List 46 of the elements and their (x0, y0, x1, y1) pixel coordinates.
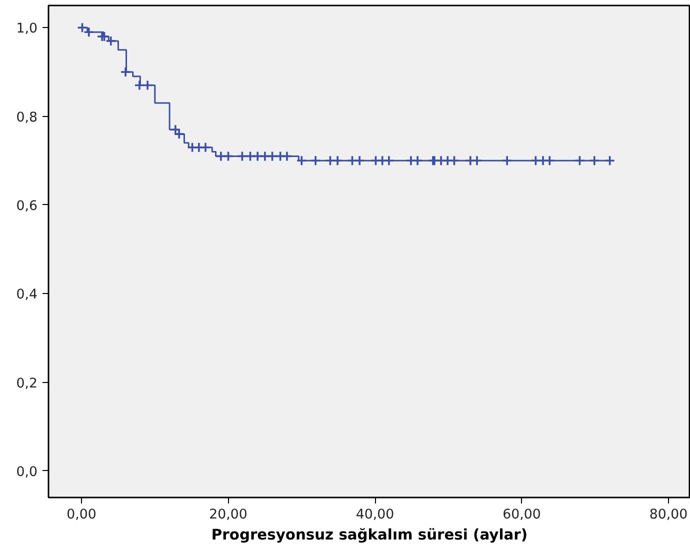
point (266, 150, 278, 162)
y-tick-label: 0,4 (16, 288, 38, 303)
point (346, 155, 358, 166)
point (472, 155, 482, 166)
x-tick-label: 0,00 (66, 508, 96, 522)
point (310, 155, 321, 166)
point (170, 124, 181, 136)
x-tick-label: 80,00 (649, 508, 688, 522)
point (260, 150, 270, 162)
point (236, 150, 248, 162)
point (354, 155, 365, 166)
point (544, 155, 556, 166)
point (332, 155, 343, 166)
x-tick-label: 20,00 (209, 508, 248, 522)
point (98, 31, 110, 42)
point (604, 155, 616, 166)
point (83, 26, 94, 38)
point (142, 80, 153, 91)
point (252, 150, 264, 162)
point (174, 128, 184, 140)
point (200, 142, 211, 153)
point (105, 36, 116, 46)
point (244, 150, 256, 162)
point (120, 66, 131, 78)
point (222, 150, 234, 162)
point (324, 155, 336, 166)
y-tick-label: 1,0 (16, 22, 38, 37)
y-tick-label: 0,8 (16, 110, 38, 126)
point (530, 155, 542, 166)
point (296, 155, 308, 166)
point (448, 155, 460, 166)
x-tick-label: 40,00 (356, 508, 394, 522)
x-tick-label: 60,00 (502, 508, 541, 522)
point (502, 155, 512, 166)
point (134, 80, 145, 91)
point (412, 155, 423, 166)
point (76, 22, 88, 34)
y-tick-label: 0,2 (16, 376, 38, 392)
point (574, 155, 586, 166)
point (282, 150, 292, 162)
x-axis-title: Progresyonsuz sağkalım süresi (aylar) (211, 526, 528, 544)
point (588, 155, 600, 166)
y-tick-label: 0,0 (16, 464, 38, 480)
point (384, 155, 394, 166)
point (216, 150, 226, 162)
y-tick-label: 0,6 (16, 198, 38, 214)
